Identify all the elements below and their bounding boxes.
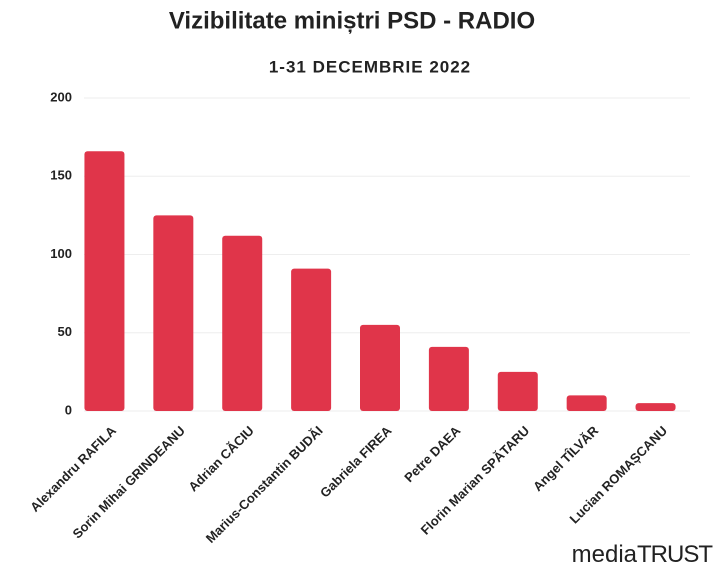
bar xyxy=(497,371,538,411)
logo: mediaTRUST xyxy=(572,541,714,568)
x-tick-label: Marius-Constantin BUDĂI xyxy=(203,423,326,546)
bar xyxy=(291,268,332,411)
y-tick-label: 0 xyxy=(65,402,72,417)
logo-part: media xyxy=(572,541,638,568)
bar xyxy=(566,395,607,411)
x-tick-label: Gabriela FIREA xyxy=(317,423,395,501)
x-tick-label: Adrian CĂCIU xyxy=(185,423,256,494)
chart-subtitle: 1-31 DECEMBRIE 2022 xyxy=(269,57,471,76)
y-tick-label: 150 xyxy=(50,168,72,183)
chart-title: Vizibilitate miniștri PSD - RADIO xyxy=(169,7,535,34)
x-tick-label: Sorin Mihai GRINDEANU xyxy=(70,423,188,541)
bar xyxy=(222,235,263,411)
bar xyxy=(428,346,469,411)
logo-part: TRUST xyxy=(637,541,713,568)
x-tick-label: Petre DAEA xyxy=(401,423,464,486)
y-tick-label: 100 xyxy=(50,246,72,261)
y-tick-label: 200 xyxy=(50,89,72,104)
bar xyxy=(153,215,194,411)
bar xyxy=(84,151,125,411)
bar xyxy=(635,403,676,411)
y-tick-label: 50 xyxy=(58,324,72,339)
x-tick-label: Angel TÎLVĂR xyxy=(530,423,602,495)
bar xyxy=(360,324,400,411)
